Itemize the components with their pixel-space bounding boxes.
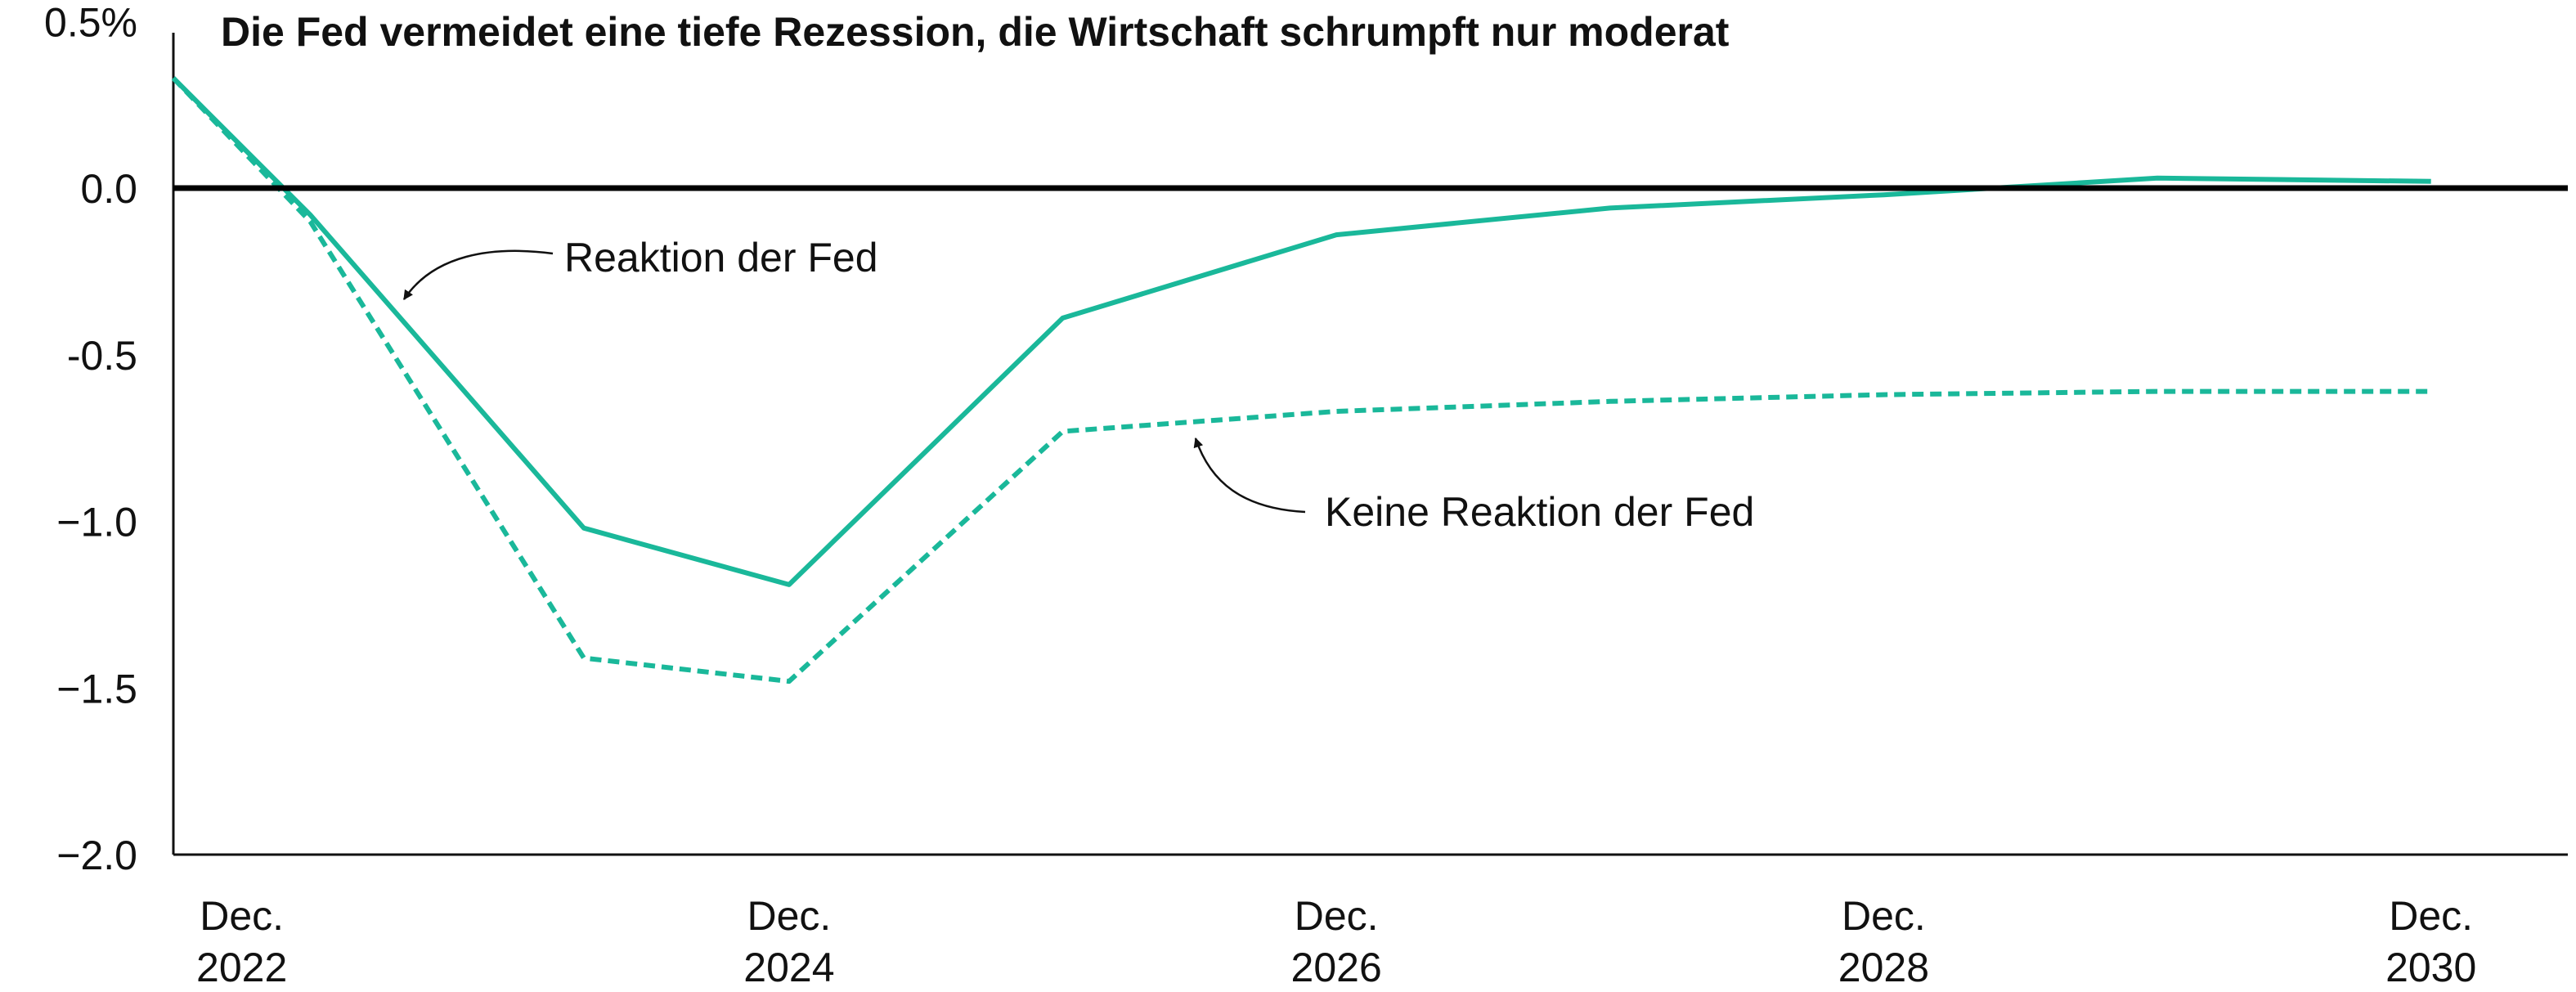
y-tick-label: 0.5%: [44, 0, 137, 45]
x-tick-label: Dec.: [1295, 893, 1379, 939]
x-tick-label: 2022: [196, 945, 287, 988]
y-tick-label: −1.0: [56, 500, 137, 545]
x-tick-label: Dec.: [747, 893, 832, 939]
x-tick-label: 2028: [1838, 945, 1929, 988]
x-tick-label: 2024: [743, 945, 834, 988]
series-line-fed-reaction: [171, 76, 2431, 587]
plot-area: 0.5% 0.0 -0.5 −1.0 −1.5 −2.0 Dec. 2022 Dec. 2024 D…: [44, 0, 2568, 990]
y-tick-label: -0.5: [67, 333, 137, 379]
annotation-label: Keine Reaktion der Fed: [1325, 489, 1754, 535]
x-tick-label: Dec.: [2389, 893, 2473, 939]
annotation-arrow: [402, 249, 554, 300]
x-tick-label: 2030: [2385, 945, 2476, 988]
y-tick-label: −2.0: [56, 833, 137, 878]
annotation-arrow: [1193, 437, 1306, 514]
x-tick-label: Dec.: [200, 893, 284, 939]
x-tick-label: 2026: [1291, 945, 1382, 988]
series-line-no-fed-reaction: [171, 76, 2431, 685]
y-tick-label: 0.0: [80, 166, 137, 212]
chart-title: Die Fed vermeidet eine tiefe Rezession, …: [221, 9, 1730, 55]
x-tick-label: Dec.: [1842, 893, 1926, 939]
y-tick-label: −1.5: [56, 666, 137, 711]
annotation-label: Reaktion der Fed: [564, 235, 878, 281]
